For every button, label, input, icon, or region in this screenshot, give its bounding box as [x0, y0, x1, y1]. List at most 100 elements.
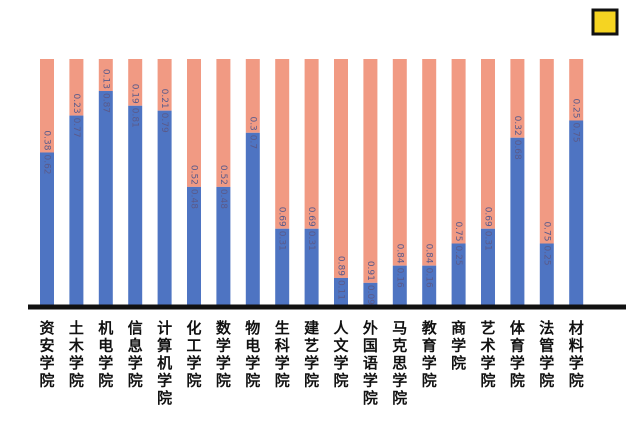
value-label-lower: 0.81 — [130, 108, 140, 128]
bar-segment-upper — [481, 59, 495, 229]
bar-segment-lower — [69, 115, 84, 305]
value-label-upper: 0.75 — [541, 221, 551, 241]
value-label-upper: 0.23 — [71, 94, 81, 114]
bar-segment-upper — [98, 59, 113, 91]
value-label-lower: 0.75 — [571, 123, 581, 143]
value-label-upper: 0.21 — [159, 89, 169, 109]
value-label-upper: 0.69 — [277, 207, 287, 227]
value-label-lower: 0.16 — [394, 268, 404, 288]
bar-segment-lower — [510, 137, 525, 305]
bar-segment-lower — [275, 228, 290, 305]
bar-segment-upper — [392, 59, 407, 266]
value-label-lower: 0.7 — [247, 135, 257, 149]
bar-segment-lower — [216, 186, 231, 305]
bar-segment-lower — [245, 132, 260, 305]
bar-segment-upper — [128, 59, 143, 106]
category-labels-layer: 资安学院土木学院机电学院信息学院计算机学院化工学院数学学院物电学院生科学院建艺学… — [39, 319, 583, 407]
bar-segment-upper — [216, 59, 231, 187]
bar-segment-upper — [451, 59, 466, 244]
bar-segment-lower — [128, 105, 143, 306]
value-label-lower: 0.31 — [483, 231, 493, 251]
value-label-upper: 0.75 — [453, 221, 463, 241]
value-label-lower: 0.87 — [100, 93, 110, 113]
bar-segment-upper — [334, 59, 348, 278]
value-label-upper: 0.13 — [100, 69, 110, 89]
value-label-lower: 0.16 — [424, 268, 434, 288]
category-label: 化工学院 — [186, 319, 201, 390]
bar-segment-upper — [363, 59, 378, 283]
category-label: 法管学院 — [539, 319, 554, 390]
value-label-upper: 0.52 — [189, 165, 199, 185]
bar-segment-upper — [275, 59, 290, 229]
category-label: 信息学院 — [128, 319, 143, 390]
category-label: 商学院 — [451, 319, 466, 372]
bar-segment-upper — [187, 59, 201, 187]
bar-segment-upper — [245, 59, 260, 133]
bar-segment-upper — [422, 59, 437, 266]
value-label-upper: 0.69 — [306, 207, 316, 227]
value-label-lower: 0.31 — [306, 231, 316, 251]
category-label: 土木学院 — [68, 319, 85, 390]
bar-segment-lower — [187, 186, 201, 305]
bar-segment-upper — [510, 59, 525, 138]
value-label-lower: 0.48 — [218, 189, 228, 209]
bar-segment-lower — [392, 265, 407, 305]
value-label-lower: 0.31 — [277, 231, 287, 251]
bar-segment-lower — [451, 243, 466, 305]
bar-segment-lower — [363, 282, 378, 305]
value-label-lower: 0.09 — [365, 285, 375, 305]
bar-segment-upper — [539, 59, 554, 244]
category-label: 体育学院 — [510, 319, 526, 390]
bar-segment-lower — [334, 277, 348, 305]
value-label-upper: 0.52 — [218, 165, 228, 185]
category-label: 计算机学院 — [157, 319, 172, 407]
value-labels-layer: 0.38 0.62 0.23 0.77 0.13 0.87 0.19 0.81 0.21 0.79… — [42, 69, 581, 305]
value-label-upper: 0.32 — [512, 116, 522, 136]
value-label-upper: 0.91 — [365, 261, 375, 281]
category-label: 建艺学院 — [304, 319, 320, 390]
category-label: 马克思学院 — [392, 319, 407, 407]
bar-segment-upper — [69, 59, 84, 116]
bar-segment-lower — [569, 120, 584, 305]
value-label-upper: 0.89 — [336, 256, 346, 276]
bar-segment-lower — [481, 228, 495, 305]
value-label-lower: 0.77 — [71, 118, 81, 138]
value-label-upper: 0.38 — [42, 130, 52, 150]
value-label-lower: 0.62 — [42, 154, 52, 174]
category-label: 数学学院 — [216, 319, 232, 390]
value-label-upper: 0.3 — [247, 116, 257, 130]
bar-segment-lower — [40, 152, 54, 305]
value-label-lower: 0.11 — [336, 280, 346, 300]
value-label-lower: 0.68 — [512, 140, 522, 160]
category-label: 物电学院 — [245, 319, 260, 390]
bar-segment-lower — [304, 228, 319, 305]
category-label: 人文学院 — [333, 319, 349, 390]
bar-segment-lower — [157, 110, 172, 305]
bar-segment-lower — [98, 90, 113, 305]
value-label-upper: 0.69 — [483, 207, 493, 227]
value-label-upper: 0.25 — [571, 98, 581, 118]
bar-segment-lower — [422, 265, 437, 305]
category-label: 材料学院 — [569, 319, 584, 390]
bar-segment-upper — [304, 59, 319, 229]
value-label-lower: 0.25 — [453, 246, 463, 266]
category-label: 艺术学院 — [480, 319, 495, 390]
category-label: 生科学院 — [275, 319, 290, 390]
value-label-lower: 0.48 — [189, 189, 199, 209]
bar-segment-upper — [40, 59, 54, 153]
category-label: 外国语学院 — [362, 319, 378, 407]
bar-segment-lower — [539, 243, 554, 305]
bar-segment-upper — [157, 59, 172, 111]
value-label-lower: 0.25 — [541, 246, 551, 266]
value-label-upper: 0.19 — [130, 84, 140, 104]
value-label-lower: 0.79 — [159, 113, 169, 133]
bar-segment-upper — [569, 59, 584, 121]
category-label: 教育学院 — [421, 319, 438, 390]
category-label: 资安学院 — [39, 319, 54, 390]
corner-badge — [591, 8, 619, 36]
value-label-upper: 0.84 — [424, 244, 434, 264]
bars-layer — [40, 59, 584, 306]
category-label: 机电学院 — [98, 319, 113, 390]
value-label-upper: 0.84 — [394, 244, 404, 264]
